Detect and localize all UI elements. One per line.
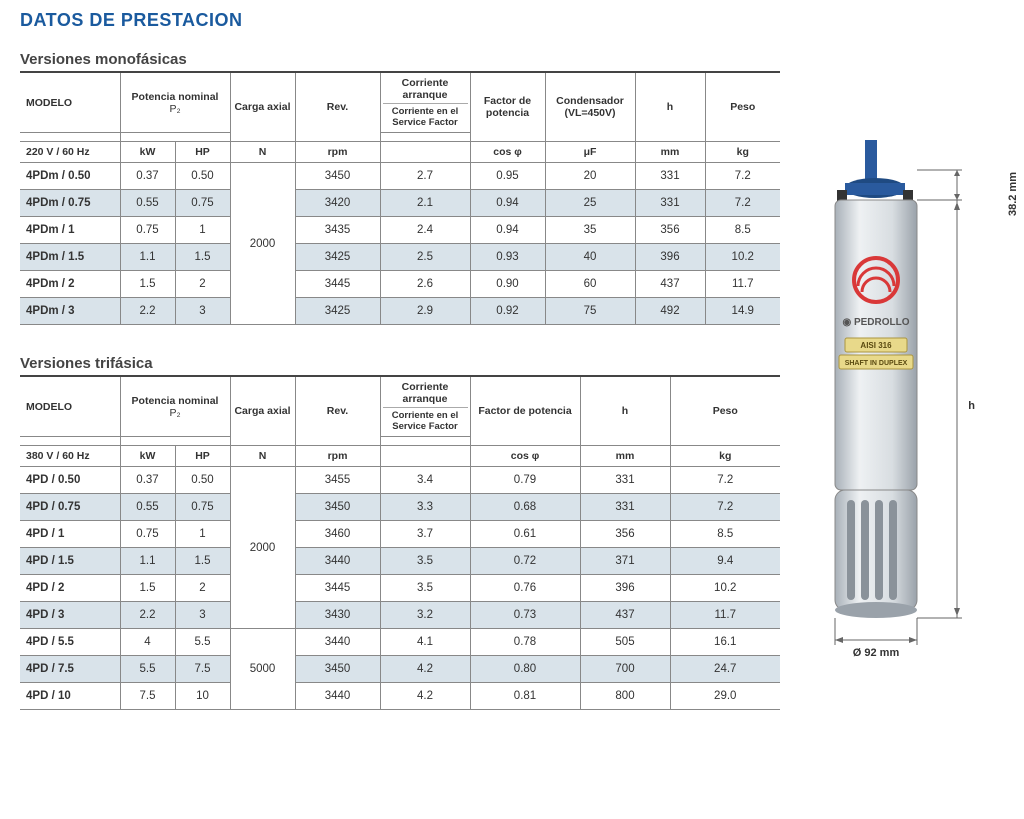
section2-title: Versiones trifásica bbox=[20, 355, 780, 377]
table-row: 4PD / 5.545.5500034404.10.7850516.1 bbox=[20, 629, 780, 656]
th-potencia: Potencia nominal P₂ bbox=[120, 377, 230, 437]
th-hp: HP bbox=[175, 142, 230, 163]
th-rpm: rpm bbox=[295, 142, 380, 163]
th-rpm: rpm bbox=[295, 446, 380, 467]
table-row: 4PDm / 32.2334252.90.927549214.9 bbox=[20, 298, 780, 325]
th-n: N bbox=[230, 142, 295, 163]
th-factor: Factor de potencia bbox=[470, 377, 580, 446]
table-row: 4PDm / 21.5234452.60.906043711.7 bbox=[20, 271, 780, 298]
brand-label: ◉ PEDROLLO bbox=[842, 317, 909, 328]
th-rev: Rev. bbox=[295, 73, 380, 142]
th-carga: Carga axial bbox=[230, 73, 295, 142]
th-uf: μF bbox=[545, 142, 635, 163]
th-corriente: Corriente arranque Corriente en el Servi… bbox=[380, 73, 470, 133]
th-n: N bbox=[230, 446, 295, 467]
table-row: 4PD / 107.51034404.20.8180029.0 bbox=[20, 683, 780, 710]
table-row: 4PDm / 10.75134352.40.94353568.5 bbox=[20, 217, 780, 244]
svg-text:AISI 316: AISI 316 bbox=[860, 341, 892, 350]
table-row: 4PD / 0.500.370.50200034553.40.793317.2 bbox=[20, 467, 780, 494]
page-title: DATOS DE PRESTACION bbox=[20, 10, 780, 31]
table-row: 4PD / 10.75134603.70.613568.5 bbox=[20, 521, 780, 548]
th-kw: kW bbox=[120, 142, 175, 163]
table-row: 4PD / 1.51.11.534403.50.723719.4 bbox=[20, 548, 780, 575]
th-mm: mm bbox=[580, 446, 670, 467]
th-voltage: 220 V / 60 Hz bbox=[20, 142, 120, 163]
pump-diagram: ◉ PEDROLLO AISI 316 SHAFT IN DUPLEX bbox=[817, 140, 997, 680]
th-hp: HP bbox=[175, 446, 230, 467]
table-trifasica: MODELO Potencia nominal P₂ Carga axial R… bbox=[20, 377, 780, 710]
svg-text:SHAFT IN DUPLEX: SHAFT IN DUPLEX bbox=[845, 360, 908, 367]
svg-text:Ø 92 mm: Ø 92 mm bbox=[853, 647, 900, 659]
th-capacitor: Condensador (VL=450V) bbox=[545, 73, 635, 142]
table-row: 4PDm / 1.51.11.534252.50.934039610.2 bbox=[20, 244, 780, 271]
table-row: 4PDm / 0.750.550.7534202.10.94253317.2 bbox=[20, 190, 780, 217]
th-kg: kg bbox=[670, 446, 780, 467]
table-row: 4PD / 7.55.57.534504.20.8070024.7 bbox=[20, 656, 780, 683]
th-factor: Factor de potencia bbox=[470, 73, 545, 142]
th-cos: cos φ bbox=[470, 142, 545, 163]
th-rev: Rev. bbox=[295, 377, 380, 446]
th-voltage: 380 V / 60 Hz bbox=[20, 446, 120, 467]
th-peso: Peso bbox=[705, 73, 780, 142]
th-kw: kW bbox=[120, 446, 175, 467]
section1-title: Versiones monofásicas bbox=[20, 51, 780, 73]
th-potencia: Potencia nominal P₂ bbox=[120, 73, 230, 133]
th-corriente: Corriente arranque Corriente en el Servi… bbox=[380, 377, 470, 437]
table-row: 4PD / 21.5234453.50.7639610.2 bbox=[20, 575, 780, 602]
table-monofasicas: MODELO Potencia nominal P₂ Carga axial R… bbox=[20, 73, 780, 325]
table-row: 4PD / 32.2334303.20.7343711.7 bbox=[20, 602, 780, 629]
th-kg: kg bbox=[705, 142, 780, 163]
table-row: 4PDm / 0.500.370.50200034502.70.95203317… bbox=[20, 163, 780, 190]
th-carga: Carga axial bbox=[230, 377, 295, 446]
th-modelo: MODELO bbox=[20, 377, 120, 437]
th-cos: cos φ bbox=[470, 446, 580, 467]
table-row: 4PD / 0.750.550.7534503.30.683317.2 bbox=[20, 494, 780, 521]
th-peso: Peso bbox=[670, 377, 780, 446]
th-h: h bbox=[635, 73, 705, 142]
th-h: h bbox=[580, 377, 670, 446]
dim-h-label: h bbox=[968, 400, 975, 412]
dim-top-label: 38.2 mm bbox=[1007, 172, 1019, 216]
th-mm: mm bbox=[635, 142, 705, 163]
th-modelo: MODELO bbox=[20, 73, 120, 133]
